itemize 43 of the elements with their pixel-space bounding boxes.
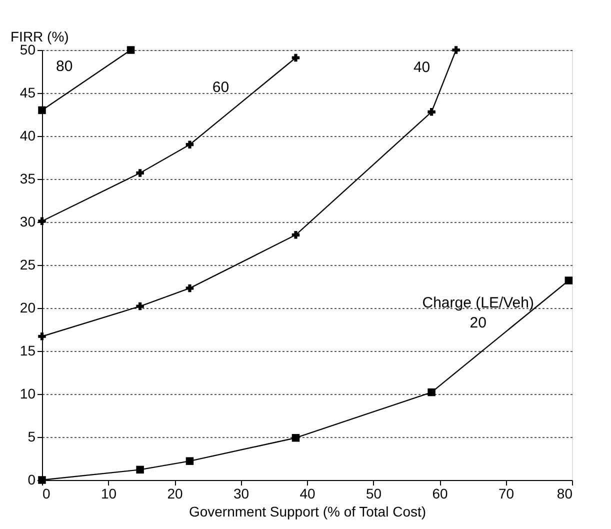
point: [292, 54, 300, 62]
point: [38, 332, 46, 340]
x-tick-label: 20: [167, 486, 183, 502]
point: [136, 169, 144, 177]
series-label: 80: [56, 58, 73, 76]
y-tick-label: 35: [20, 170, 36, 186]
point: [126, 46, 135, 54]
y-tick-label: 40: [20, 128, 36, 144]
series-label: 60: [212, 79, 230, 96]
point: [292, 434, 300, 442]
point: [186, 140, 194, 148]
point: [136, 466, 144, 474]
series-label: 40: [413, 58, 430, 76]
x-tick-label: 80: [556, 486, 573, 502]
x-tick-label: 40: [300, 486, 316, 502]
point: [564, 276, 573, 284]
y-tick-label: 50: [20, 42, 36, 58]
point: [186, 457, 194, 465]
x-tick-label: 70: [498, 486, 514, 502]
legend-title: Charge (LE/Veh): [422, 294, 534, 312]
x-tick-label: 50: [366, 486, 382, 502]
y-tick-label: 30: [20, 214, 36, 230]
y-tick-label: 5: [28, 428, 36, 444]
y-tick-label: 0: [28, 472, 36, 488]
y-tick-label: 25: [20, 256, 36, 272]
point: [292, 231, 300, 239]
x-tick-label: 60: [432, 486, 448, 502]
y-tick-label: 10: [20, 386, 36, 402]
point: [186, 284, 194, 292]
point: [38, 106, 46, 114]
point: [428, 108, 436, 116]
series-label: 20: [470, 314, 486, 332]
y-tick-label: 45: [20, 84, 36, 100]
x-tick-label: 30: [233, 486, 250, 502]
y-tick-label: 15: [20, 342, 36, 358]
point: [428, 388, 436, 396]
x-tick-label: 10: [100, 486, 117, 502]
y-axis-title: FIRR (%): [10, 28, 69, 44]
x-axis-title: Government Support (% of Total Cost): [188, 504, 426, 520]
x-tick-label: 0: [42, 486, 50, 502]
point: [452, 46, 460, 54]
y-tick-label: 20: [20, 300, 36, 316]
point: [136, 302, 144, 310]
